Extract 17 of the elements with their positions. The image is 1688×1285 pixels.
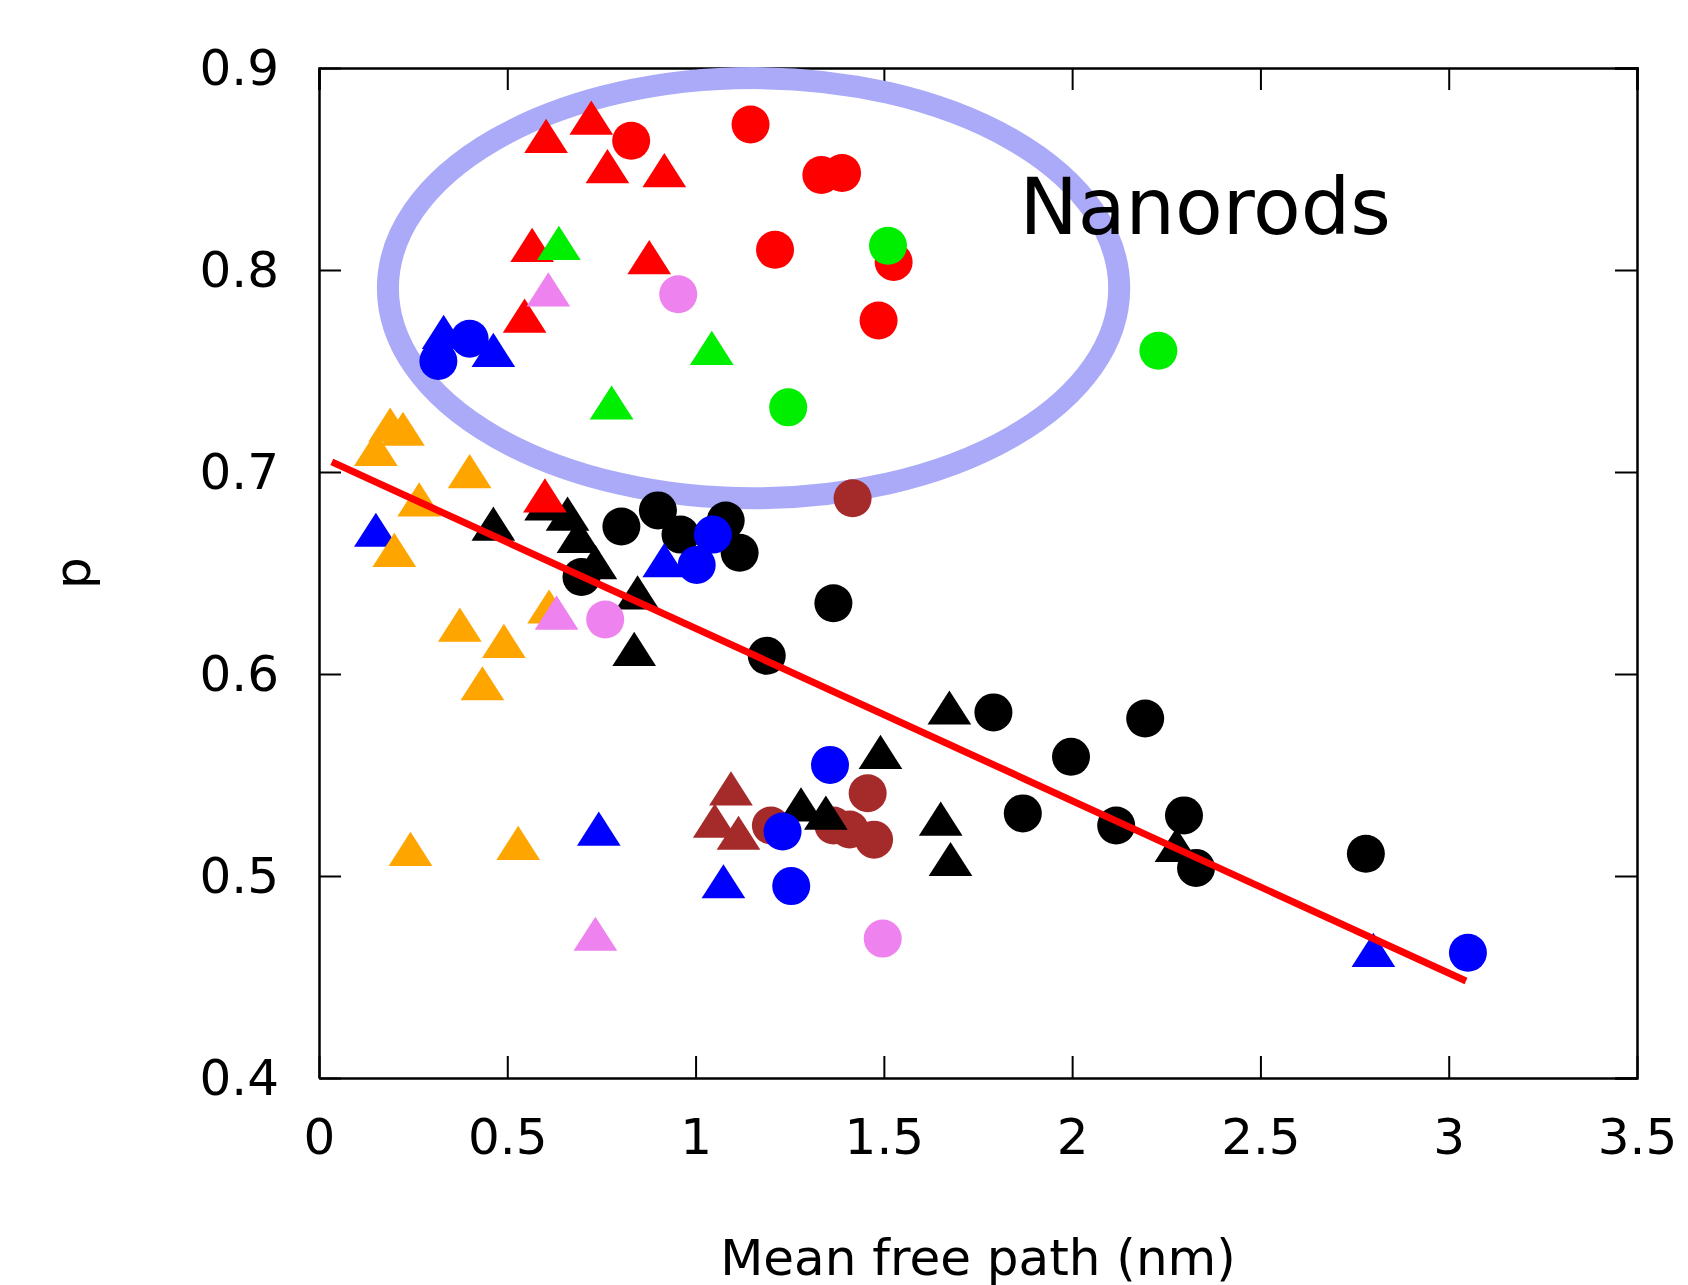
- annotation: Nanorods: [1019, 161, 1391, 252]
- x-tick-label: 1: [680, 1107, 712, 1166]
- y-tick-label: 0.9: [199, 38, 279, 97]
- x-axis-title: Mean free path (nm): [720, 1229, 1236, 1285]
- y-tick-label: 0.8: [199, 240, 279, 299]
- y-tick-label: 0.5: [199, 846, 279, 905]
- y-tick-label: 0.4: [199, 1048, 279, 1107]
- x-tick-label: 2.5: [1221, 1107, 1301, 1166]
- x-tick-label: 1.5: [844, 1107, 925, 1166]
- x-tick-label: 3.5: [1597, 1107, 1678, 1166]
- x-tick-label: 3: [1433, 1107, 1466, 1166]
- y-tick-label: 0.7: [199, 442, 279, 501]
- x-tick-label: 2: [1056, 1107, 1089, 1166]
- y-axis-title: p: [44, 557, 102, 589]
- y-tick-label: 0.6: [199, 644, 279, 703]
- x-tick-label: 0: [303, 1107, 336, 1166]
- x-tick-label: 0.5: [468, 1107, 548, 1166]
